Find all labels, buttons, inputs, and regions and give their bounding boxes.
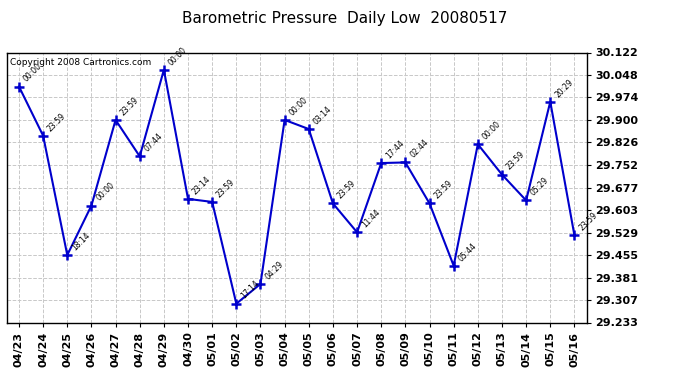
Text: 20:29: 20:29	[553, 77, 575, 99]
Text: 05:44: 05:44	[457, 241, 478, 263]
Text: Copyright 2008 Cartronics.com: Copyright 2008 Cartronics.com	[10, 58, 151, 67]
Text: 23:59: 23:59	[336, 179, 357, 201]
Text: 18:14: 18:14	[70, 231, 92, 252]
Text: 00:00: 00:00	[22, 62, 43, 84]
Text: 04:29: 04:29	[264, 260, 285, 281]
Text: 05:29: 05:29	[529, 176, 551, 198]
Text: 02:44: 02:44	[408, 138, 430, 160]
Text: 23:14: 23:14	[191, 174, 213, 196]
Text: 07:44: 07:44	[143, 132, 164, 154]
Text: 17:44: 17:44	[384, 138, 406, 160]
Text: 03:14: 03:14	[312, 104, 333, 126]
Text: 23:59: 23:59	[578, 211, 599, 232]
Text: 00:00: 00:00	[167, 45, 188, 67]
Text: 00:00: 00:00	[95, 181, 116, 203]
Text: 00:00: 00:00	[288, 95, 309, 117]
Text: 23:59: 23:59	[433, 179, 454, 201]
Text: 11:44: 11:44	[360, 208, 382, 230]
Text: 17:14: 17:14	[239, 279, 261, 301]
Text: 23:59: 23:59	[215, 177, 237, 199]
Text: 23:59: 23:59	[119, 95, 140, 117]
Text: 23:59: 23:59	[46, 111, 68, 133]
Text: Barometric Pressure  Daily Low  20080517: Barometric Pressure Daily Low 20080517	[182, 11, 508, 26]
Text: 23:59: 23:59	[505, 150, 526, 172]
Text: 00:00: 00:00	[481, 120, 502, 141]
